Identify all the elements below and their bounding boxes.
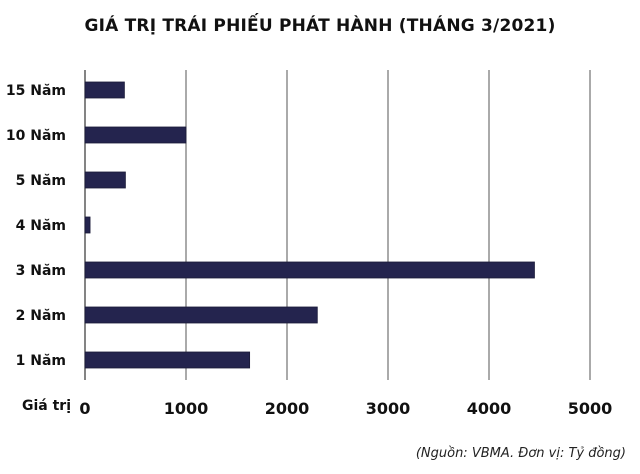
bar-3-năm [84,261,535,279]
x-tick-label: 2000 [265,399,310,418]
category-label: 2 Năm [16,308,66,324]
category-label: 1 Năm [16,353,66,369]
chart-title: GIÁ TRỊ TRÁI PHIẾU PHÁT HÀNH (THÁNG 3/20… [84,16,556,36]
category-label: 10 Năm [6,128,66,144]
bar-4-năm [84,216,91,234]
category-label: 3 Năm [16,263,66,279]
x-tick-label: 5000 [568,399,613,418]
category-label: 15 Năm [6,83,66,99]
x-axis-label: Giá trị [22,398,71,414]
bar-10-năm [84,126,187,144]
bar-15-năm [84,81,125,99]
source-note: (Nguồn: VBMA. Đơn vị: Tỷ đồng) [415,446,626,461]
bar-5-năm [84,171,126,189]
category-label: 4 Năm [16,218,66,234]
x-tick-label: 0 [79,399,90,418]
x-tick-label: 3000 [366,399,411,418]
x-tick-label: 4000 [467,399,512,418]
bar-2-năm [84,306,318,324]
category-label: 5 Năm [16,173,66,189]
bar-1-năm [84,351,251,369]
x-tick-label: 1000 [164,399,209,418]
